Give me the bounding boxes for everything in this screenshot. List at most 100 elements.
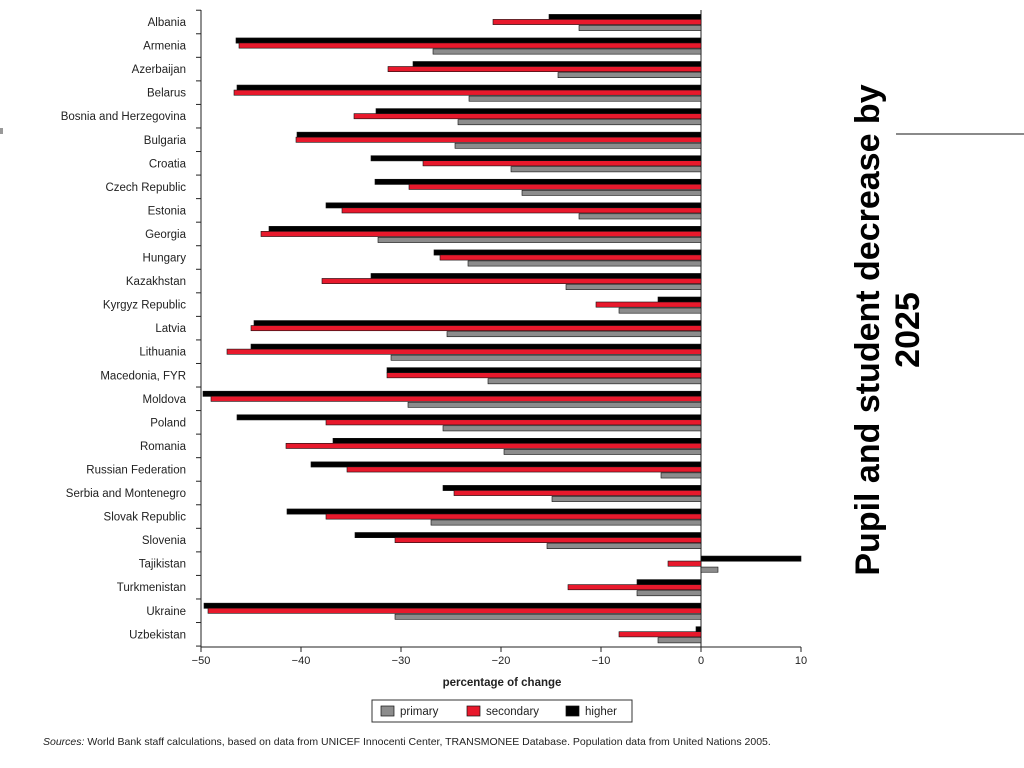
bar-turkmenistan-secondary — [567, 584, 702, 591]
bar-latvia-secondary — [250, 325, 702, 332]
category-label-czech-republic: Czech Republic — [105, 182, 186, 194]
bar-tajikistan-secondary — [667, 560, 702, 567]
bar-estonia-secondary — [341, 207, 702, 214]
bar-azerbaijan-primary — [557, 72, 702, 78]
bar-belarus-primary — [468, 95, 702, 102]
category-label-belarus: Belarus — [147, 88, 186, 100]
bar-poland-primary — [442, 425, 702, 432]
category-label-estonia: Estonia — [148, 205, 187, 217]
bar-croatia-primary — [510, 166, 702, 173]
bar-azerbaijan-secondary — [387, 66, 702, 72]
bar-hungary-higher — [433, 249, 702, 256]
bar-uzbekistan-higher — [695, 626, 702, 633]
bar-turkmenistan-higher — [636, 579, 702, 586]
category-label-ukraine: Ukraine — [146, 606, 186, 618]
bar-romania-primary — [503, 448, 702, 455]
bar-tajikistan-higher — [700, 555, 802, 562]
bar-kazakhstan-higher — [370, 273, 702, 279]
bar-slovenia-primary — [546, 543, 702, 549]
bar-lithuania-secondary — [226, 348, 702, 355]
category-label-latvia: Latvia — [155, 323, 186, 335]
bar-kyrgyz-republic-secondary — [595, 301, 702, 308]
category-label-albania: Albania — [148, 17, 187, 29]
bar-moldova-secondary — [210, 395, 702, 402]
category-label-slovenia: Slovenia — [142, 535, 187, 547]
bar-latvia-higher — [253, 320, 702, 327]
category-labels: Albania Armenia Azerbaijan Belarus Bosnia an… — [61, 17, 187, 641]
bar-serbia-and-montenegro-secondary — [453, 490, 702, 496]
bar-czech-republic-secondary — [408, 183, 702, 190]
bar-uzbekistan-secondary — [618, 631, 702, 638]
bar-turkmenistan-primary — [636, 590, 702, 597]
bar-bulgaria-secondary — [295, 136, 702, 143]
legend-label-secondary: secondary — [486, 706, 539, 718]
category-label-serbia-and-montenegro: Serbia and Montenegro — [66, 488, 186, 500]
bar-bulgaria-primary — [454, 142, 702, 149]
category-label-kazakhstan: Kazakhstan — [126, 276, 186, 288]
x-axis: −50 −40 −30 −20 −10 0 10 — [192, 646, 807, 667]
x-axis-title: percentage of change — [443, 677, 562, 689]
decorative-divider — [896, 133, 1024, 135]
bar-czech-republic-primary — [521, 189, 702, 196]
bar-uzbekistan-primary — [657, 637, 702, 644]
bar-latvia-primary — [446, 331, 702, 338]
page-title-line: 2025 — [889, 292, 927, 368]
bar-armenia-primary — [432, 48, 702, 55]
bar-georgia-secondary — [260, 231, 702, 237]
bar-poland-higher — [236, 414, 702, 421]
category-label-georgia: Georgia — [145, 229, 187, 241]
bar-albania-higher — [548, 14, 702, 20]
bar-serbia-and-montenegro-higher — [442, 485, 702, 491]
x-tick-label: −10 — [592, 655, 611, 667]
category-label-armenia: Armenia — [143, 41, 186, 53]
bar-romania-higher — [332, 437, 702, 444]
bar-armenia-higher — [235, 37, 702, 44]
legend-swatch-primary — [380, 705, 395, 717]
bar-kazakhstan-secondary — [321, 278, 702, 284]
bar-belarus-higher — [236, 84, 702, 91]
category-label-azerbaijan: Azerbaijan — [132, 64, 186, 76]
bar-kazakhstan-primary — [565, 284, 702, 290]
sources-text: World Bank staff calculations, based on … — [84, 736, 771, 748]
category-label-croatia: Croatia — [149, 158, 187, 170]
bar-bosnia-and-herzegovina-primary — [457, 119, 702, 126]
bar-bosnia-and-herzegovina-secondary — [353, 113, 702, 120]
bar-macedonia-fyr-secondary — [386, 372, 702, 379]
category-label-romania: Romania — [140, 441, 187, 453]
x-tick-label: −40 — [292, 655, 311, 667]
category-label-tajikistan: Tajikistan — [139, 559, 186, 571]
bar-armenia-secondary — [238, 42, 702, 49]
bar-russian-federation-higher — [310, 461, 702, 468]
sources-note: Sources: World Bank staff calculations, … — [43, 736, 833, 749]
category-label-kyrgyz-republic: Kyrgyz Republic — [103, 300, 186, 312]
legend-label-primary: primary — [400, 706, 439, 718]
bar-lithuania-higher — [250, 343, 702, 350]
bar-slovenia-higher — [354, 532, 702, 538]
bar-belarus-secondary — [233, 89, 702, 96]
category-label-bosnia-and-herzegovina: Bosnia and Herzegovina — [61, 111, 187, 123]
bar-russian-federation-secondary — [346, 466, 702, 473]
x-tick-label: −30 — [392, 655, 411, 667]
bar-ukraine-primary — [394, 613, 702, 620]
bar-georgia-higher — [268, 226, 702, 232]
bar-hungary-primary — [467, 260, 702, 267]
category-label-slovak-republic: Slovak Republic — [104, 512, 187, 524]
legend-label-higher: higher — [585, 706, 617, 718]
category-label-bulgaria: Bulgaria — [144, 135, 187, 147]
bar-croatia-higher — [370, 155, 702, 162]
bar-poland-secondary — [325, 419, 702, 426]
bar-georgia-primary — [377, 237, 702, 243]
bar-czech-republic-higher — [374, 178, 702, 185]
bar-estonia-primary — [578, 213, 702, 220]
bar-slovak-republic-primary — [430, 519, 702, 526]
category-label-lithuania: Lithuania — [139, 347, 186, 359]
bar-hungary-secondary — [439, 254, 702, 261]
bar-lithuania-primary — [390, 354, 702, 361]
bars-group — [202, 14, 802, 644]
category-label-russian-federation: Russian Federation — [86, 464, 186, 476]
bar-estonia-higher — [325, 202, 702, 209]
bar-croatia-secondary — [422, 160, 702, 167]
bar-azerbaijan-higher — [412, 61, 702, 67]
category-label-turkmenistan: Turkmenistan — [117, 582, 186, 594]
